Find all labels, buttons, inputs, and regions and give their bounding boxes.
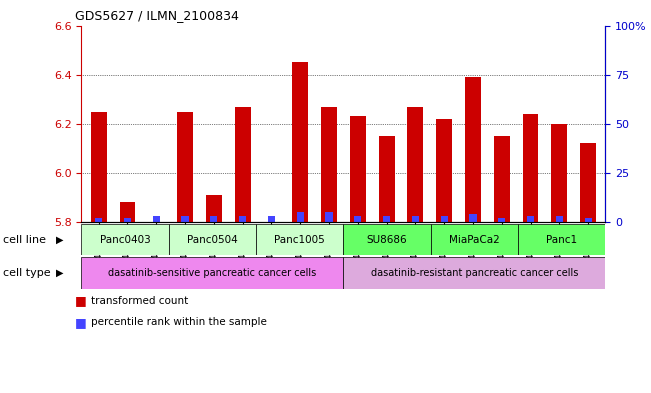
Bar [297, 212, 304, 222]
Text: SU8686: SU8686 [367, 235, 408, 245]
Bar [81, 224, 169, 255]
Bar [580, 143, 596, 222]
Bar [169, 224, 256, 255]
Text: Panc0504: Panc0504 [187, 235, 238, 245]
Bar [441, 216, 448, 222]
Bar [210, 216, 217, 222]
Bar [95, 218, 102, 222]
Text: MiaPaCa2: MiaPaCa2 [449, 235, 500, 245]
Bar [494, 136, 510, 222]
Bar [556, 216, 563, 222]
Bar [518, 224, 605, 255]
Bar [206, 195, 222, 222]
Text: transformed count: transformed count [91, 296, 188, 306]
Text: ■: ■ [75, 316, 87, 329]
Bar [235, 107, 251, 222]
Text: ▶: ▶ [56, 235, 64, 245]
Text: Panc0403: Panc0403 [100, 235, 150, 245]
Bar [264, 222, 279, 247]
Bar [292, 62, 308, 222]
Bar [523, 114, 538, 222]
Bar [344, 224, 431, 255]
Text: dasatinib-sensitive pancreatic cancer cells: dasatinib-sensitive pancreatic cancer ce… [108, 268, 316, 278]
Text: percentile rank within the sample: percentile rank within the sample [91, 317, 267, 327]
Bar [551, 124, 567, 222]
Text: Panc1: Panc1 [546, 235, 577, 245]
Bar [152, 216, 160, 222]
Bar [498, 218, 505, 222]
Bar [408, 107, 423, 222]
Text: ▶: ▶ [56, 268, 64, 278]
Text: GDS5627 / ILMN_2100834: GDS5627 / ILMN_2100834 [75, 9, 239, 22]
Bar [239, 216, 246, 222]
Text: cell line: cell line [3, 235, 46, 245]
Bar [177, 112, 193, 222]
Bar [354, 216, 361, 222]
Bar [431, 224, 518, 255]
Bar [182, 216, 189, 222]
Bar [383, 216, 390, 222]
Bar [256, 224, 344, 255]
Bar [527, 216, 534, 222]
Text: dasatinib-resistant pancreatic cancer cells: dasatinib-resistant pancreatic cancer ce… [370, 268, 578, 278]
Bar [412, 216, 419, 222]
Text: ■: ■ [75, 294, 87, 307]
Bar [350, 116, 366, 222]
Bar [120, 202, 135, 222]
Bar [326, 212, 333, 222]
Bar [90, 112, 107, 222]
Bar [465, 77, 481, 222]
Bar [469, 214, 477, 222]
Bar [81, 257, 344, 289]
Bar [344, 257, 605, 289]
Bar [268, 216, 275, 222]
Bar [436, 119, 452, 222]
Bar [321, 107, 337, 222]
Bar [585, 218, 592, 222]
Bar [379, 136, 395, 222]
Text: Panc1005: Panc1005 [274, 235, 325, 245]
Text: cell type: cell type [3, 268, 51, 278]
Bar [124, 218, 131, 222]
